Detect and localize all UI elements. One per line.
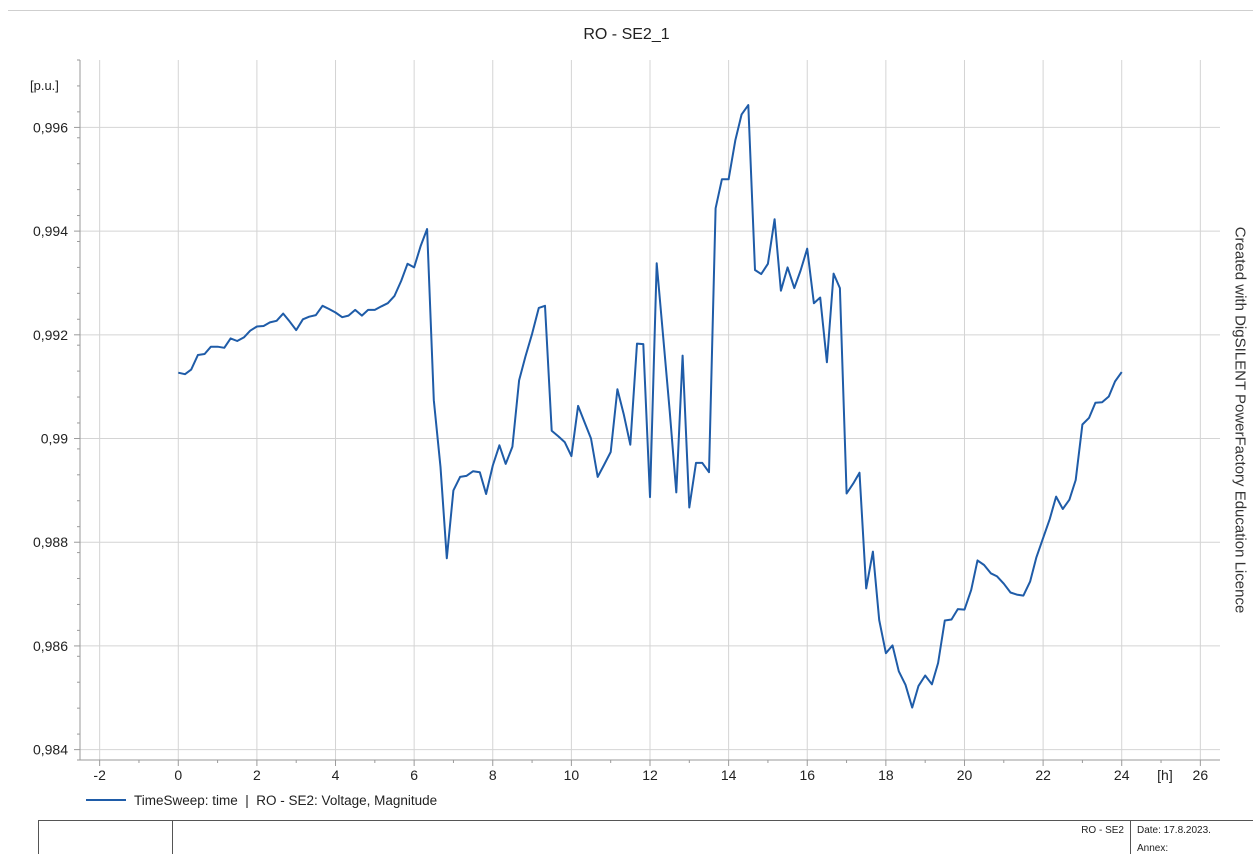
chart-title: RO - SE2_1	[583, 26, 670, 43]
footer-date-label: Date: 17.8.2023.	[1137, 825, 1211, 836]
x-unit-label: [h]	[1157, 767, 1173, 783]
x-tick-label: 8	[489, 767, 497, 783]
series-layer	[178, 104, 1123, 709]
x-tick-label: 22	[1035, 767, 1051, 783]
x-tick-label: 20	[957, 767, 973, 783]
axes	[74, 59, 1220, 766]
x-tick-label: 0	[174, 767, 182, 783]
y-tick-label: 0,99	[41, 431, 68, 447]
y-tick-label: 0,988	[33, 534, 68, 550]
footer-cell-date: Date: 17.8.2023. Annex:	[1131, 821, 1253, 854]
y-tick-label: 0,986	[33, 638, 68, 654]
footer-cell-logo	[39, 821, 173, 854]
x-tick-label: 12	[642, 767, 658, 783]
tick-labels: -2 0 2 4 6 8 10 12 14 16 18 20 22 24 260,9840,9860,988…	[30, 78, 1208, 783]
legend-label: TimeSweep: time | RO - SE2: Voltage, Mag…	[134, 793, 437, 808]
legend: TimeSweep: time | RO - SE2: Voltage, Mag…	[86, 793, 437, 808]
top-frame-line	[8, 10, 1253, 11]
x-tick-label: 18	[878, 767, 894, 783]
y-tick-label: 0,996	[33, 119, 68, 135]
footer-table: RO - SE2 Date: 17.8.2023. Annex:	[38, 820, 1253, 854]
grid-lines	[80, 60, 1220, 760]
footer-annex-label: Annex:	[1137, 843, 1169, 854]
series-line	[178, 104, 1123, 709]
footer-cell-main: RO - SE2	[173, 821, 1131, 854]
y-unit-label: [p.u.]	[30, 78, 59, 93]
footer-station-label: RO - SE2	[1081, 825, 1124, 836]
y-tick-label: 0,984	[33, 742, 68, 758]
x-tick-label: 16	[799, 767, 815, 783]
x-tick-label: 6	[410, 767, 418, 783]
x-tick-label: 24	[1114, 767, 1130, 783]
x-tick-label: 4	[332, 767, 340, 783]
y-tick-label: 0,992	[33, 327, 68, 343]
x-tick-label: -2	[93, 767, 106, 783]
x-tick-label: 10	[564, 767, 580, 783]
x-tick-label: 2	[253, 767, 261, 783]
watermark-text: Created with DigSILENT PowerFactory Educ…	[1231, 226, 1249, 614]
x-tick-label: 14	[721, 767, 737, 783]
y-tick-label: 0,994	[33, 223, 68, 239]
x-tick-label: 26	[1193, 767, 1209, 783]
